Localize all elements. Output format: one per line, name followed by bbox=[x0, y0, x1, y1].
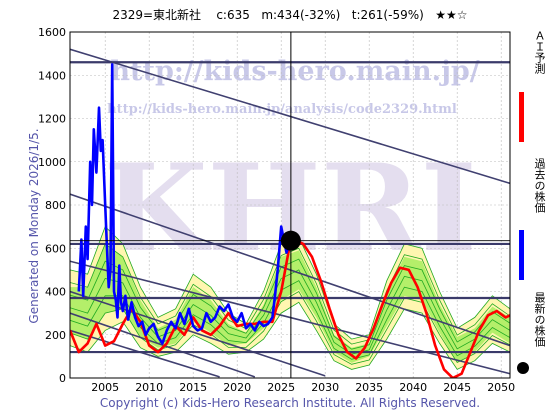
y-tick-label: 1000 bbox=[38, 156, 66, 169]
y-tick-label: 200 bbox=[45, 329, 66, 342]
watermark-analysis-url: http://kids-hero.main.jp/analysis/code23… bbox=[107, 102, 457, 117]
plot-frame bbox=[69, 31, 511, 379]
generated-date: Generated on Monday 2026/1/5. bbox=[27, 128, 41, 324]
trend-line bbox=[70, 193, 510, 347]
legend-past-label: 過去の株価 bbox=[533, 158, 546, 213]
trend-line bbox=[70, 329, 220, 378]
band-line bbox=[70, 258, 510, 350]
band-line bbox=[70, 269, 510, 355]
m-value: m:434(-32%) bbox=[261, 8, 341, 22]
y-tick-label: 400 bbox=[45, 286, 66, 299]
legend-ai-forecast: ＡＩ予測 bbox=[517, 30, 546, 150]
y-tick-label: 1400 bbox=[38, 69, 66, 82]
y-tick-label: 800 bbox=[45, 199, 66, 212]
y-tick-label: 0 bbox=[59, 372, 66, 385]
stock-code-name: 2329=東北新社 bbox=[112, 8, 202, 22]
copyright: Copyright (c) Kids-Hero Research Institu… bbox=[99, 396, 481, 410]
watermark-url: http://kids-hero.main.jp/ bbox=[110, 56, 479, 87]
current-price: c:635 bbox=[216, 8, 250, 22]
band-line bbox=[70, 290, 510, 365]
axes: 0 200 400 600 800 1000 1200 1400 1600 2005 2010 201… bbox=[38, 26, 515, 394]
trend-line bbox=[70, 312, 256, 378]
legend-latest-label: 最新の株価 bbox=[533, 292, 546, 347]
x-tick-label: 2035 bbox=[355, 381, 383, 394]
series-past-price bbox=[77, 63, 292, 345]
x-tick-label: 2015 bbox=[179, 381, 207, 394]
trend-line bbox=[70, 260, 510, 375]
t-value: t:261(-59%) bbox=[351, 8, 424, 22]
chart-header: 2329=東北新社 c:635 m:434(-32%) t:261(-59%) … bbox=[70, 6, 510, 23]
x-tick-label: 2025 bbox=[267, 381, 295, 394]
trend-line bbox=[70, 48, 510, 185]
rating-stars: ★★☆ bbox=[435, 8, 468, 22]
legend-latest-price: 最新の株価 bbox=[517, 292, 546, 392]
plot-area bbox=[70, 32, 510, 378]
y-tick-label: 1200 bbox=[38, 113, 66, 126]
legend-latest-dot bbox=[517, 362, 529, 374]
band-line bbox=[70, 301, 510, 370]
x-tick-label: 2030 bbox=[311, 381, 339, 394]
x-tick-label: 2005 bbox=[91, 381, 119, 394]
legend-past-price: 過去の株価 bbox=[517, 158, 546, 288]
x-tick-label: 2010 bbox=[135, 381, 163, 394]
band-line bbox=[70, 243, 510, 345]
x-tick-label: 2045 bbox=[443, 381, 471, 394]
legend-ai-swatch bbox=[519, 92, 524, 142]
x-tick-label: 2020 bbox=[223, 381, 251, 394]
y-tick-label: 1600 bbox=[38, 26, 66, 39]
latest-price-dot bbox=[280, 230, 301, 251]
legend: ＡＩ予測 過去の株価 最新の株価 bbox=[517, 30, 546, 392]
legend-past-swatch bbox=[519, 230, 524, 280]
y-tick-label: 600 bbox=[45, 242, 66, 255]
trend-line bbox=[70, 290, 326, 377]
x-tick-label: 2040 bbox=[399, 381, 427, 394]
x-tick-label: 2050 bbox=[487, 381, 515, 394]
legend-ai-label: ＡＩ予測 bbox=[533, 30, 546, 74]
